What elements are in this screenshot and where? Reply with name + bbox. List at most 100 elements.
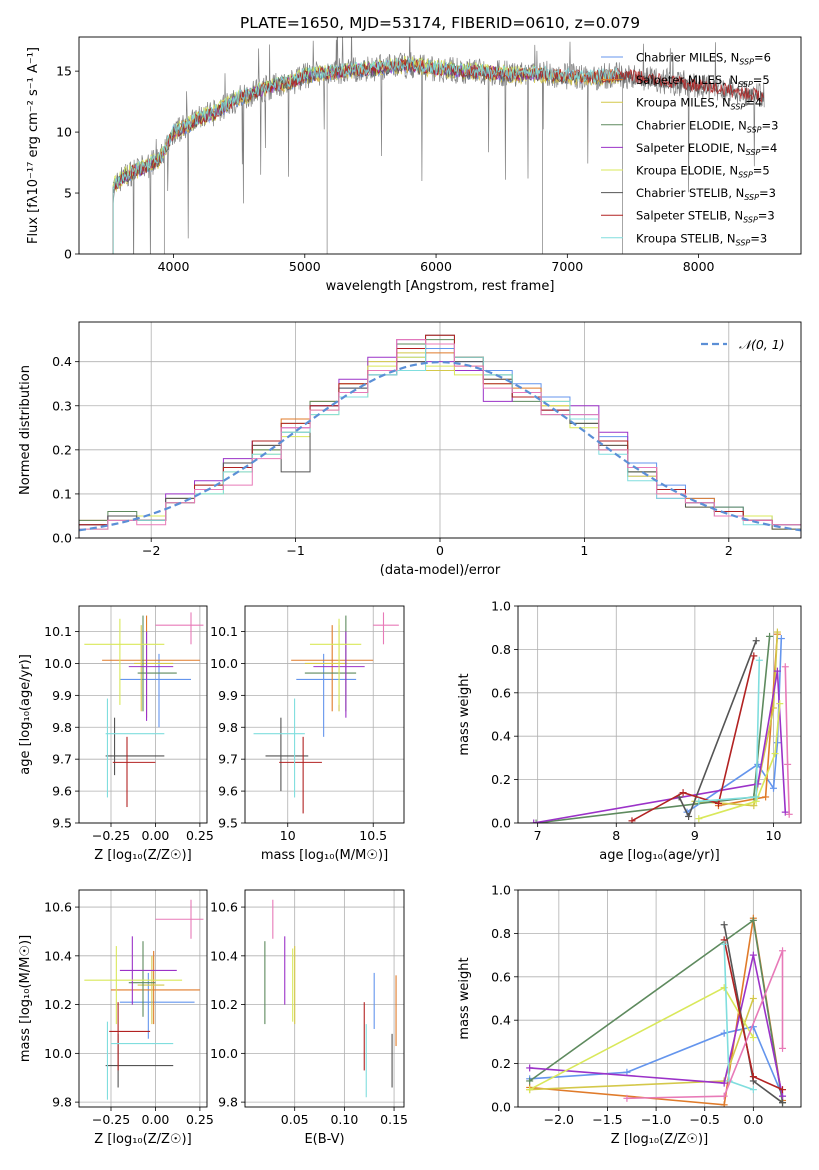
x-tick-label: −1 — [286, 543, 304, 558]
y-tick-label: 10.0 — [44, 656, 72, 671]
chart-mass-vs-EBV: 0.05 0.10 0.15 9.8 10.0 10.2 10.4 10.6 E(B-V) — [210, 889, 408, 1147]
x-tick-label: 7000 — [551, 259, 583, 274]
y-tick-label: 9.8 — [52, 1095, 72, 1110]
chart-mass-weight-vs-age: 7 8 9 10 0.0 0.2 0.4 0.6 0.8 1.0 age [log₁₀(age/yr… — [457, 599, 802, 863]
y-tick-label: 9.7 — [52, 752, 72, 767]
spectrum-model-line — [112, 56, 542, 190]
legend-label: Chabrier STELIB, NSSP=3 — [636, 186, 776, 202]
plot-area-spectrum — [112, 37, 765, 254]
weight-line — [536, 636, 771, 823]
x-tick-label: 6000 — [420, 259, 452, 274]
y-tick-label: 9.7 — [218, 752, 238, 767]
x-tick-label: 9 — [691, 828, 699, 843]
x-tick-label: 0.15 — [380, 1112, 408, 1127]
weight-line — [698, 660, 761, 803]
x-tick-label: 10 — [280, 828, 296, 843]
axes-frame — [517, 889, 802, 1108]
y-tick-label: 0.6 — [491, 969, 511, 984]
x-tick-label: −2.0 — [544, 1112, 574, 1127]
x-axis-label: age [log₁₀(age/yr)] — [599, 848, 720, 863]
x-tick-label: 1 — [580, 543, 588, 558]
figure-title: PLATE=1650, MJD=53174, FIBERID=0610, z=0… — [240, 14, 640, 32]
y-axis-label: Flux [fλ10⁻¹⁷ erg cm⁻² s⁻¹ A⁻¹] — [26, 47, 41, 244]
x-tick-label: 0.25 — [186, 1112, 214, 1127]
legend-label: Kroupa STELIB, NSSP=3 — [636, 231, 767, 247]
x-tick-label: 0 — [436, 543, 444, 558]
chart-age-vs-mass: 10 10.5 9.5 9.6 9.7 9.8 9.9 10.0 10.1 mass [log₁₀… — [210, 605, 405, 863]
x-tick-label: 0.10 — [330, 1112, 358, 1127]
weight-line — [529, 986, 754, 1091]
y-tick-label: 0.8 — [491, 926, 511, 941]
x-tick-label: 2 — [725, 543, 733, 558]
x-tick-label: 8 — [612, 828, 620, 843]
plot-area-mass-weight-vs-age — [530, 628, 793, 823]
y-axis-label: age [log₁₀(age/yr)] — [18, 654, 33, 775]
x-tick-label: −0.25 — [92, 828, 130, 843]
histogram-step-extra — [79, 339, 801, 538]
y-tick-label: 5 — [64, 186, 72, 201]
axes-frame — [78, 36, 802, 255]
y-tick-label: 0.2 — [491, 1056, 511, 1071]
y-tick-label: 9.6 — [218, 784, 238, 799]
x-tick-label: 0.00 — [142, 828, 170, 843]
axes-frame — [517, 605, 802, 824]
x-tick-label: 4000 — [158, 259, 190, 274]
y-tick-label: 0.4 — [52, 354, 72, 369]
y-tick-label: 0.4 — [491, 1013, 511, 1028]
x-axis-label: wavelength [Angstrom, rest frame] — [326, 279, 555, 294]
x-tick-label: −1.0 — [641, 1112, 671, 1127]
legend-label: Chabrier MILES, NSSP=6 — [636, 51, 771, 67]
y-tick-label: 10.1 — [44, 624, 72, 639]
y-tick-label: 0.0 — [491, 816, 511, 831]
y-tick-label: 0 — [64, 247, 72, 262]
x-tick-label: −1.5 — [592, 1112, 622, 1127]
y-tick-label: 0.4 — [491, 729, 511, 744]
y-tick-label: 9.5 — [218, 816, 238, 831]
y-tick-label: 1.0 — [491, 599, 511, 614]
axes-frame — [78, 605, 208, 824]
x-tick-label: 0.25 — [186, 828, 214, 843]
plot-area-mass-vs-Z — [84, 899, 204, 1100]
y-tick-label: 10.6 — [210, 900, 238, 915]
x-axis-label: Z [log₁₀(Z/Z☉)] — [611, 1132, 708, 1147]
plot-area-age-vs-mass — [253, 612, 399, 814]
x-tick-label: 10 — [766, 828, 782, 843]
weight-line — [529, 954, 784, 1097]
y-tick-label: 0.2 — [491, 772, 511, 787]
y-tick-label: 10.1 — [210, 624, 238, 639]
y-tick-label: 15 — [56, 64, 72, 79]
y-tick-label: 0.6 — [491, 685, 511, 700]
x-axis-label: mass [log₁₀(M/M☉)] — [261, 848, 388, 863]
weight-line — [694, 631, 779, 807]
plot-area-age-vs-Z — [84, 612, 204, 808]
x-tick-label: 8000 — [683, 259, 715, 274]
normal-curve — [79, 360, 801, 532]
y-tick-label: 0.0 — [52, 531, 72, 546]
y-tick-label: 10.4 — [210, 948, 238, 963]
legend-label: Salpeter STELIB, NSSP=3 — [636, 209, 775, 225]
y-tick-label: 0.8 — [491, 642, 511, 657]
x-axis-label: E(B-V) — [304, 1132, 344, 1147]
y-tick-label: 9.9 — [52, 688, 72, 703]
weight-line — [626, 950, 784, 1100]
y-tick-label: 0.1 — [52, 486, 72, 501]
legend-label: 𝒩(0, 1) — [739, 337, 785, 352]
y-tick-label: 9.5 — [52, 816, 72, 831]
x-tick-label: −0.5 — [690, 1112, 720, 1127]
x-tick-label: 7 — [534, 828, 542, 843]
y-axis-label: mass weight — [457, 673, 472, 755]
legend-label: Salpeter ELODIE, NSSP=4 — [636, 141, 777, 157]
weight-line — [784, 666, 790, 815]
plot-area-residuals — [79, 334, 801, 538]
axes-frame — [244, 605, 405, 824]
x-axis-label: (data-model)/error — [380, 563, 501, 578]
x-axis-label: Z [log₁₀(Z/Z☉)] — [94, 1132, 191, 1147]
y-tick-label: 9.6 — [52, 784, 72, 799]
plot-area-mass-vs-EBV — [264, 899, 397, 1098]
y-axis-label: mass [log₁₀(M/M☉)] — [18, 935, 33, 1062]
axes-frame — [78, 889, 208, 1108]
y-tick-label: 0.0 — [491, 1100, 511, 1115]
y-tick-label: 10.4 — [44, 948, 72, 963]
y-tick-label: 10.6 — [44, 900, 72, 915]
y-axis-label: Normed distribution — [18, 365, 33, 495]
